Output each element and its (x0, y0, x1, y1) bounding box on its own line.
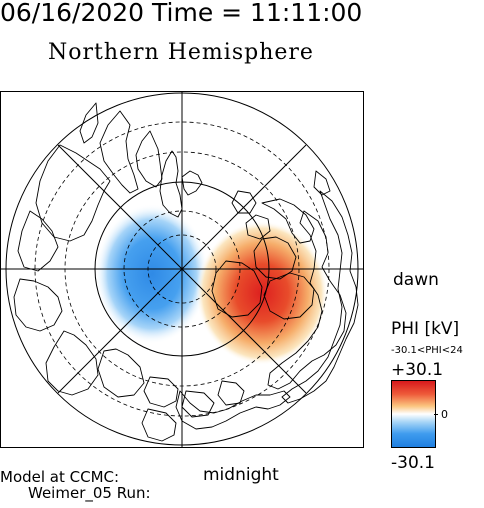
dawn-potential-cell (196, 221, 328, 365)
dusk-potential-cell (95, 204, 209, 344)
meridian-lines (1, 92, 363, 447)
hemisphere-title: Northern Hemisphere (48, 40, 314, 65)
model-credit-label: Model at CCMC: (0, 468, 120, 486)
colorbar (391, 380, 436, 448)
colorbar-range-label: -30.1<PHI<24 (391, 346, 463, 356)
midnight-direction-label: midnight (203, 465, 279, 485)
colorbar-zero-label: 0 (441, 408, 448, 421)
colorbar-max-label: +30.1 (391, 360, 444, 380)
colorbar-zero-tick (434, 414, 438, 415)
colorbar-quantity-label: PHI [kV] (391, 319, 460, 339)
datetime-title: 06/16/2020 Time = 11:11:00 (0, 0, 363, 27)
continent-outlines (13, 102, 359, 442)
dawn-direction-label: dawn (393, 270, 439, 290)
run-name-label: Weimer_05 Run: (28, 484, 151, 502)
polar-map (0, 91, 364, 448)
colorbar-min-label: -30.1 (391, 453, 435, 473)
